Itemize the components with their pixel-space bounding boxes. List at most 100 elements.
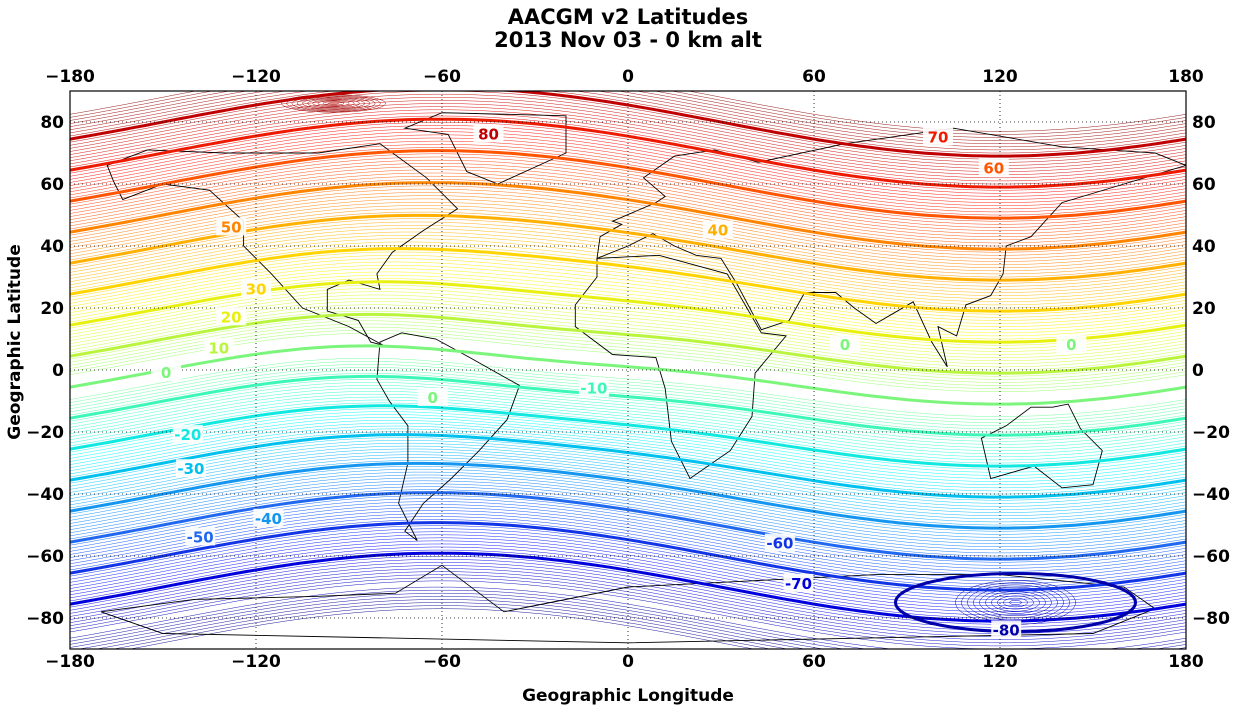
contour-label-background xyxy=(216,217,247,236)
chart-title-line-1: AACGM v2 Latitudes xyxy=(508,5,749,29)
minor-contour-line xyxy=(70,483,1186,551)
minor-contour-line xyxy=(70,471,1186,538)
contour-label-background xyxy=(203,338,234,357)
x-tick-label-top: −120 xyxy=(231,67,281,87)
x-tick-label-bottom: −60 xyxy=(423,652,461,672)
contour-label-background xyxy=(978,158,1009,177)
minor-contour-line xyxy=(70,385,1186,445)
contour-label: 0 xyxy=(1066,336,1076,354)
y-tick-label-right: −60 xyxy=(1192,547,1230,567)
minor-contour-line xyxy=(70,255,1186,318)
minor-contour-line xyxy=(70,91,1186,138)
contour-label: 10 xyxy=(208,339,229,357)
contour-label: -20 xyxy=(174,426,201,444)
contour-label: 40 xyxy=(707,222,728,240)
minor-contour-line xyxy=(70,396,1186,458)
x-tick-label-top: 60 xyxy=(802,67,826,87)
minor-contour-line xyxy=(70,596,1186,649)
minor-contour-line xyxy=(70,128,1186,197)
minor-contour-line xyxy=(70,411,1186,473)
minor-contour-line xyxy=(70,592,1186,649)
minor-contour-line xyxy=(70,294,1186,355)
minor-contour-line xyxy=(70,258,1186,321)
polar-contour-loop xyxy=(302,97,365,109)
y-tick-label-right: 60 xyxy=(1192,175,1216,195)
major-contour-0 xyxy=(70,344,1186,406)
coastline xyxy=(574,254,787,480)
contour-label-background xyxy=(764,533,795,552)
polar-contour-loop xyxy=(312,99,355,108)
polar-contour-loop xyxy=(322,101,345,106)
x-tick-label-bottom: 120 xyxy=(982,652,1018,672)
contour-label-background xyxy=(241,279,271,298)
y-tick-label-left: −40 xyxy=(26,485,64,505)
plot-frame xyxy=(69,90,1187,650)
y-tick-label-left: 40 xyxy=(40,237,64,257)
minor-contour-line xyxy=(112,605,772,649)
contour-label-background xyxy=(473,124,504,143)
contour-label-background xyxy=(253,508,284,527)
contour-label-background xyxy=(830,335,860,354)
contour-label: 0 xyxy=(840,336,850,354)
contour-label: -60 xyxy=(766,535,793,553)
x-tick-label-bottom: −180 xyxy=(45,652,95,672)
minor-contour-line xyxy=(70,540,1186,609)
contour-label: -80 xyxy=(993,621,1020,639)
axis-ticks: −180 −180 −120 −120 −60 −60 0 0 60 60 120 120 180 180… xyxy=(26,67,1230,672)
minor-contour-line xyxy=(129,608,755,649)
minor-contour-line xyxy=(70,91,1186,141)
y-tick-label-right: 0 xyxy=(1192,361,1204,381)
minor-contour-line xyxy=(70,454,1186,520)
minor-contour-line xyxy=(70,198,1186,265)
contour-label: -50 xyxy=(187,528,214,546)
contour-label-background xyxy=(151,363,182,382)
polar-contour-loop xyxy=(985,591,1046,614)
y-tick-label-left: −20 xyxy=(26,423,64,443)
polar-contour-loop xyxy=(307,98,360,109)
contour-label: -10 xyxy=(580,380,607,398)
x-tick-label-bottom: 60 xyxy=(802,652,826,672)
minor-contour-line xyxy=(70,364,1186,423)
x-axis-label: Geographic Longitude xyxy=(522,686,734,706)
y-axis-label: Geographic Latitude xyxy=(5,244,25,439)
contour-label-background xyxy=(172,425,203,444)
minor-contour-line xyxy=(70,586,1186,649)
contour-label-background xyxy=(1056,335,1087,354)
minor-contour-line xyxy=(70,448,1186,513)
minor-contour-line xyxy=(70,91,1186,151)
minor-contour-line xyxy=(70,301,1186,361)
y-tick-label-left: −60 xyxy=(26,547,64,567)
y-tick-label-right: 20 xyxy=(1192,299,1216,319)
minor-contour-line xyxy=(70,577,1186,647)
y-tick-label-left: 20 xyxy=(40,299,64,319)
minor-contour-line xyxy=(70,323,1186,383)
contour-label: 60 xyxy=(983,160,1004,178)
major-contour-40 xyxy=(70,213,1186,282)
contour-label-background xyxy=(216,307,247,326)
major-contour--40 xyxy=(70,461,1186,530)
minor-contour-line xyxy=(70,91,1186,135)
y-tick-label-right: −40 xyxy=(1192,485,1230,505)
minor-contour-line xyxy=(70,474,1186,541)
contour-label-background xyxy=(417,387,448,406)
minor-contour-line xyxy=(70,513,1186,582)
polar-contour-loop xyxy=(991,593,1040,612)
minor-contour-line xyxy=(70,225,1186,290)
x-tick-label-bottom: 180 xyxy=(1168,652,1204,672)
minor-contour-line xyxy=(70,211,1186,278)
x-tick-label-top: 180 xyxy=(1168,67,1204,87)
contour-label-background xyxy=(991,620,1022,639)
minor-contour-line xyxy=(77,599,807,649)
contour-label: -40 xyxy=(255,510,282,528)
minor-contour-line xyxy=(70,317,1186,377)
contour-label: -30 xyxy=(177,460,204,478)
contour-label-background xyxy=(923,127,953,146)
minor-contour-line xyxy=(70,109,1186,179)
y-tick-label-right: −20 xyxy=(1192,423,1230,443)
polar-contour-loop xyxy=(291,96,376,111)
contour-label: 20 xyxy=(221,308,242,326)
y-tick-label-left: 80 xyxy=(40,113,64,133)
minor-contour-line xyxy=(70,112,1186,182)
contour-label: 0 xyxy=(161,364,171,382)
minor-contour-line xyxy=(70,528,1186,597)
